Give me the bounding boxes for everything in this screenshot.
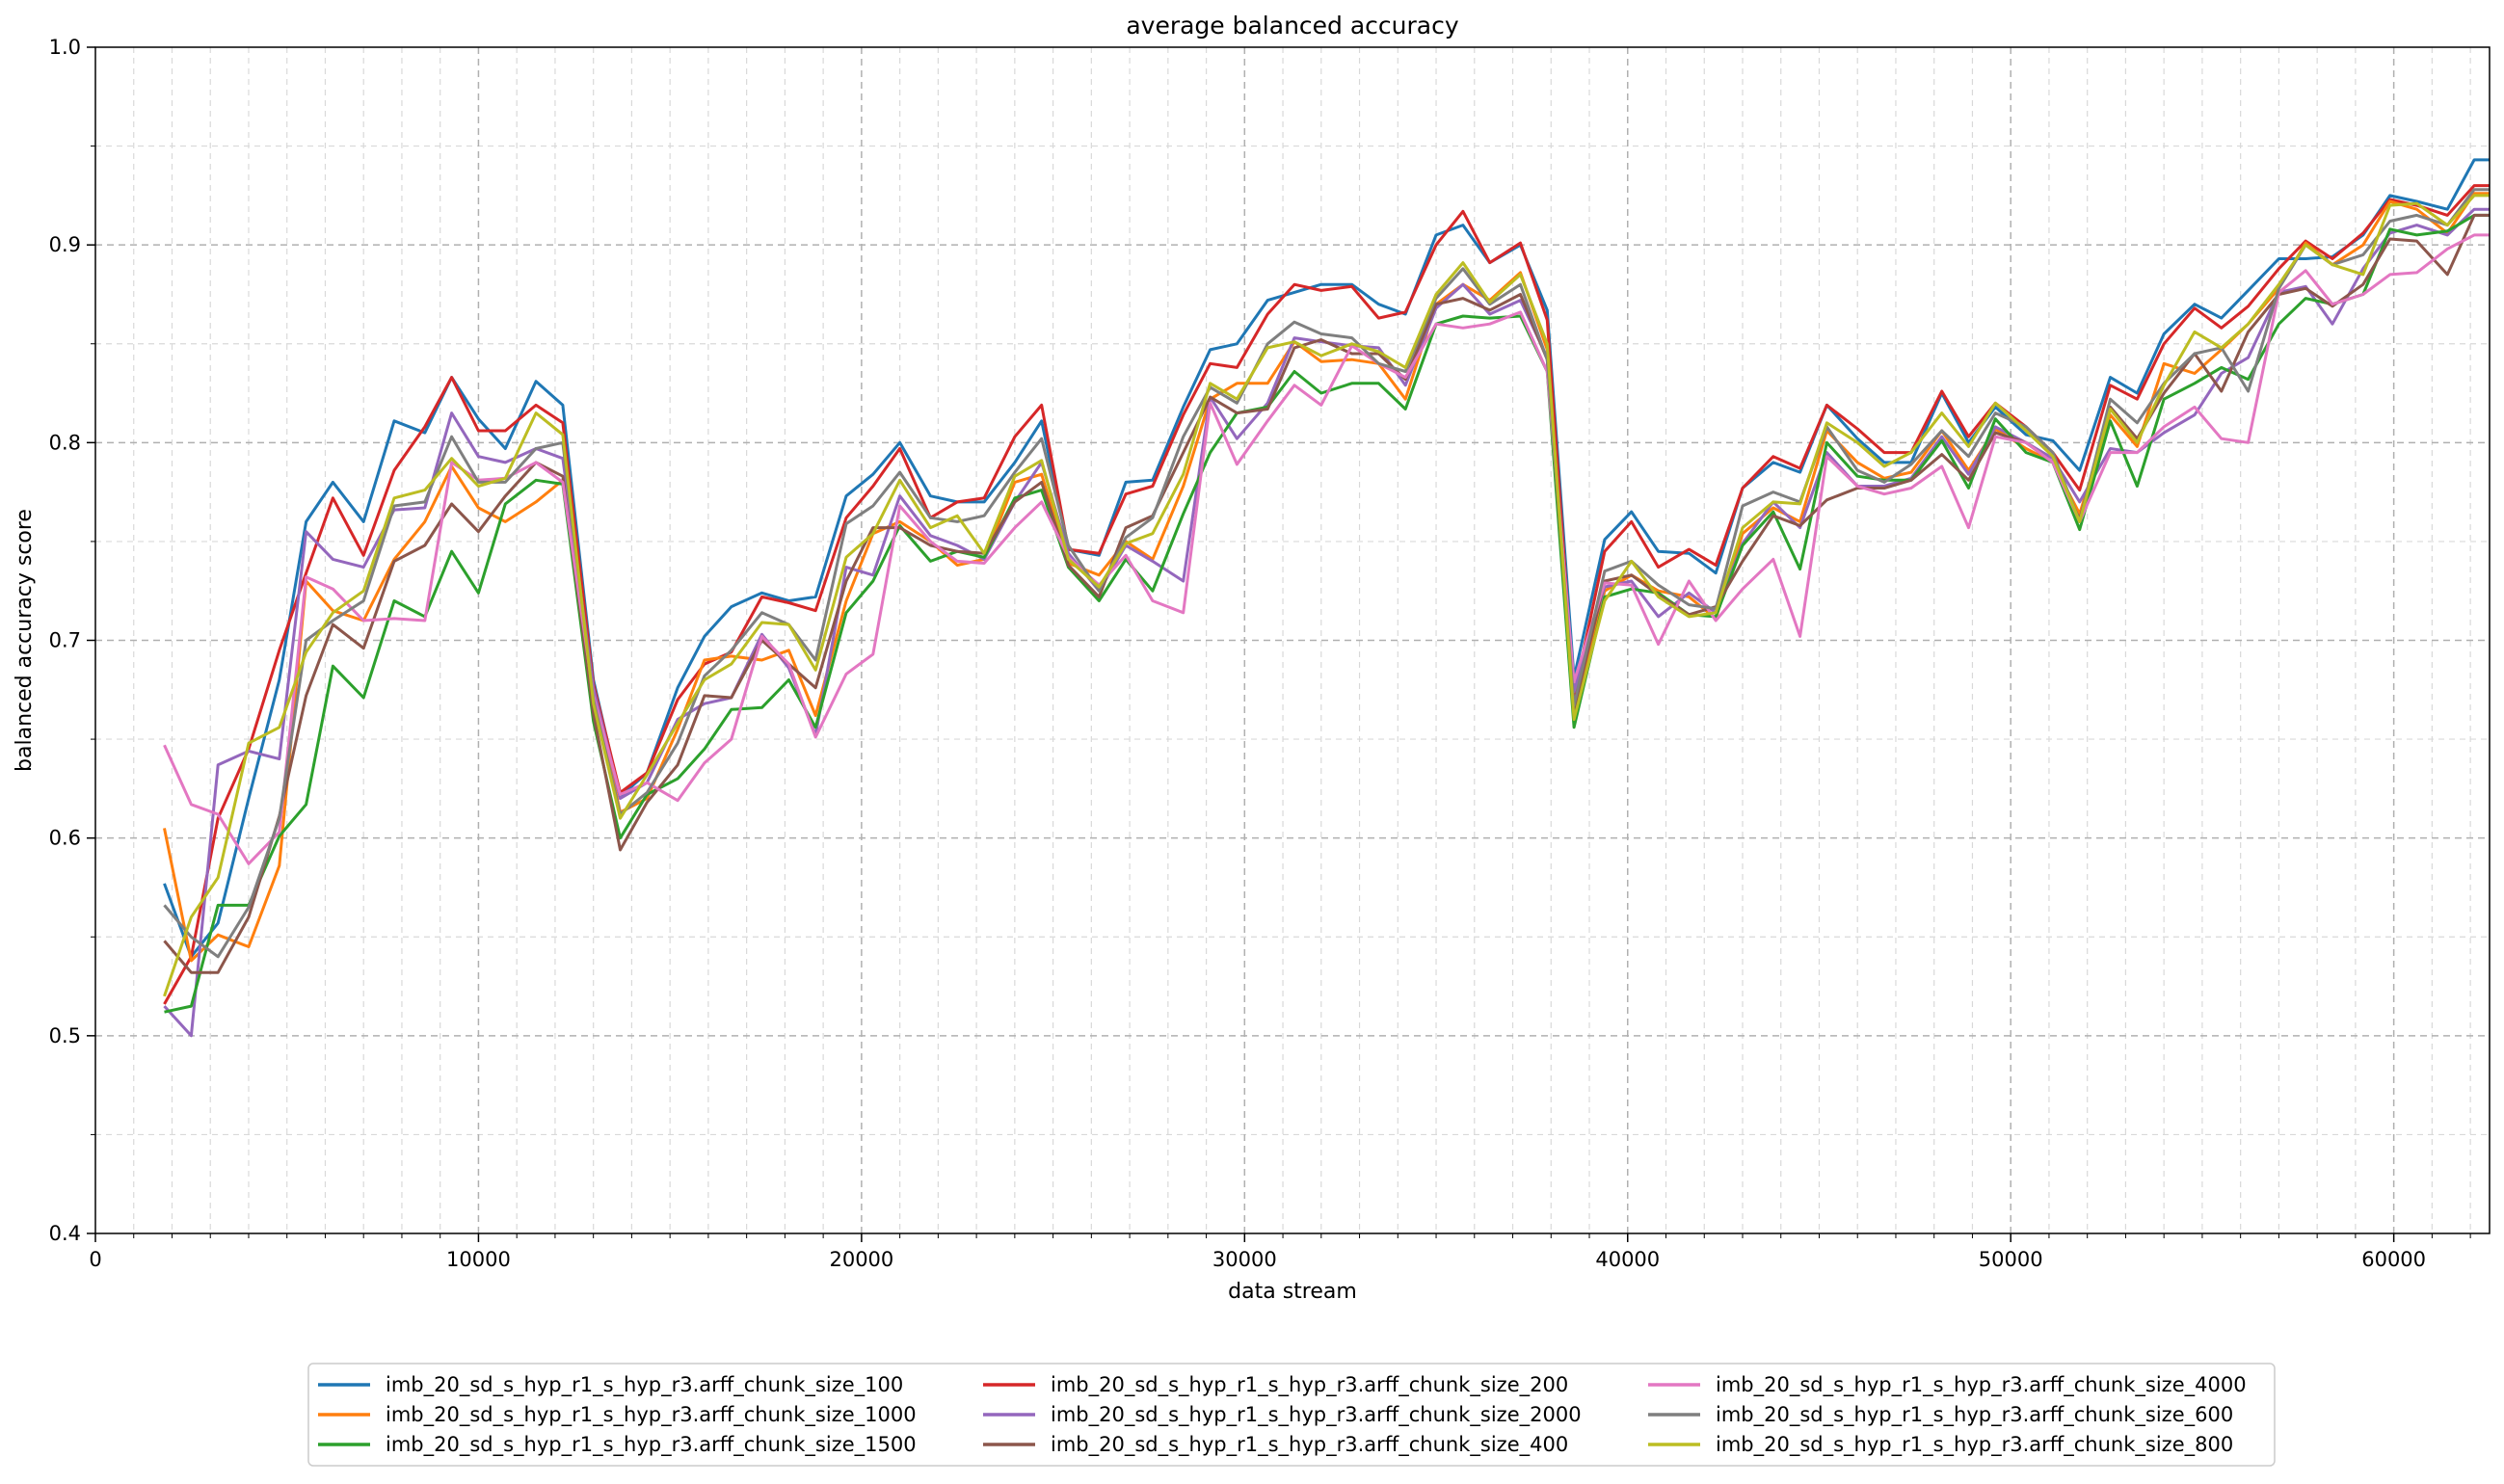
legend-label: imb_20_sd_s_hyp_r1_s_hyp_r3.arff_chunk_s… [386,1433,917,1457]
y-tick-label: 0.7 [49,629,81,652]
y-tick-label: 0.4 [49,1222,81,1245]
legend-label: imb_20_sd_s_hyp_r1_s_hyp_r3.arff_chunk_s… [1051,1403,1582,1427]
x-tick-label: 10000 [446,1248,511,1271]
x-axis: 0 10000 20000 30000 40000 50000 60000 [89,1233,2426,1271]
series-line [163,158,2490,959]
y-tick-label: 0.8 [49,431,81,454]
legend-label: imb_20_sd_s_hyp_r1_s_hyp_r3.arff_chunk_s… [1051,1373,1568,1397]
x-tick-label: 20000 [829,1248,893,1271]
x-tick-label: 50000 [1979,1248,2043,1271]
series-line [163,194,2490,997]
legend-label: imb_20_sd_s_hyp_r1_s_hyp_r3.arff_chunk_s… [1716,1373,2247,1397]
legend-label: imb_20_sd_s_hyp_r1_s_hyp_r3.arff_chunk_s… [1716,1433,2233,1457]
y-tick-label: 0.9 [49,233,81,256]
series-line [163,233,2490,865]
legend-label: imb_20_sd_s_hyp_r1_s_hyp_r3.arff_chunk_s… [1051,1433,1568,1457]
legend-label: imb_20_sd_s_hyp_r1_s_hyp_r3.arff_chunk_s… [386,1373,903,1397]
series-line [163,213,2490,974]
x-tick-label: 60000 [2361,1248,2426,1271]
legend: imb_20_sd_s_hyp_r1_s_hyp_r3.arff_chunk_s… [307,1363,2276,1467]
x-tick-label: 0 [89,1248,101,1271]
series-line [164,213,2490,1014]
major-grid [95,47,2490,1233]
series-line [163,188,2490,959]
series-layer [163,158,2490,1038]
x-axis-label: data stream [1228,1280,1357,1304]
chart-title: average balanced accuracy [1126,12,1459,40]
x-tick-label: 40000 [1595,1248,1660,1271]
series-line [163,207,2490,1038]
legend-label: imb_20_sd_s_hyp_r1_s_hyp_r3.arff_chunk_s… [386,1403,917,1427]
y-tick-label: 0.6 [49,827,81,850]
legend-box [307,1363,2276,1467]
y-tick-label: 0.5 [49,1024,81,1047]
series-line [163,192,2490,963]
legend-label: imb_20_sd_s_hyp_r1_s_hyp_r3.arff_chunk_s… [1716,1403,2233,1427]
y-axis: 0.4 0.5 0.6 0.7 0.8 0.9 1.0 [49,36,95,1245]
x-tick-label: 30000 [1212,1248,1277,1271]
y-axis-label: balanced accuracy score [13,509,37,772]
series-line [163,184,2490,1005]
y-tick-label: 1.0 [49,36,81,59]
minor-grid [91,47,2490,1238]
